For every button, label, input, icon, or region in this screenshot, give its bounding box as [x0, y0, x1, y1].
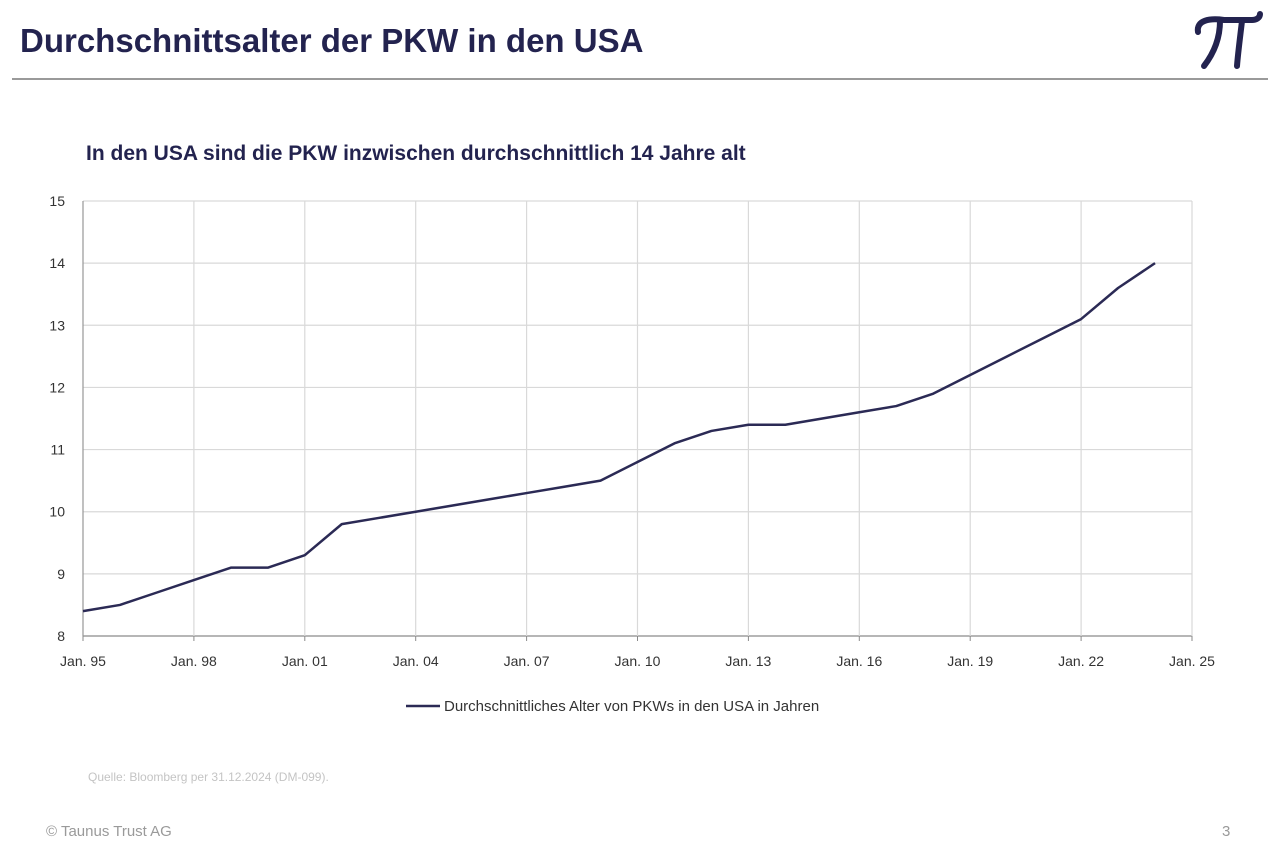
y-tick-label: 9 — [57, 566, 65, 582]
page-title: Durchschnittsalter der PKW in den USA — [20, 22, 644, 59]
y-tick-label: 13 — [49, 317, 65, 333]
legend-label: Durchschnittliches Alter von PKWs in den… — [444, 698, 819, 715]
chart-title: In den USA sind die PKW inzwischen durch… — [86, 142, 746, 165]
page-number: 3 — [1222, 823, 1231, 840]
series-line — [82, 262, 1156, 613]
y-tick-label: 14 — [49, 255, 65, 271]
x-tick-label: Jan. 13 — [725, 653, 771, 669]
copyright: © Taunus Trust AG — [46, 823, 172, 840]
x-tick-label: Jan. 25 — [1169, 653, 1215, 669]
source-note: Quelle: Bloomberg per 31.12.2024 (DM-099… — [88, 770, 329, 784]
y-tick-label: 12 — [49, 379, 65, 395]
y-tick-label: 11 — [50, 442, 65, 458]
x-tick-label: Jan. 10 — [615, 653, 661, 669]
y-tick-label: 15 — [49, 193, 65, 209]
header-divider — [12, 78, 1268, 80]
x-tick-label: Jan. 16 — [836, 653, 882, 669]
x-tick-label: Jan. 98 — [171, 653, 217, 669]
x-tick-label: Jan. 19 — [947, 653, 993, 669]
x-tick-label: Jan. 04 — [393, 653, 439, 669]
y-tick-label: 8 — [57, 628, 65, 644]
x-tick-label: Jan. 01 — [282, 653, 328, 669]
x-tick-label: Jan. 07 — [504, 653, 550, 669]
y-tick-label: 10 — [49, 504, 65, 520]
x-tick-label: Jan. 22 — [1058, 653, 1104, 669]
x-tick-label: Jan. 95 — [60, 653, 106, 669]
taunus-trust-logo — [1194, 11, 1263, 69]
